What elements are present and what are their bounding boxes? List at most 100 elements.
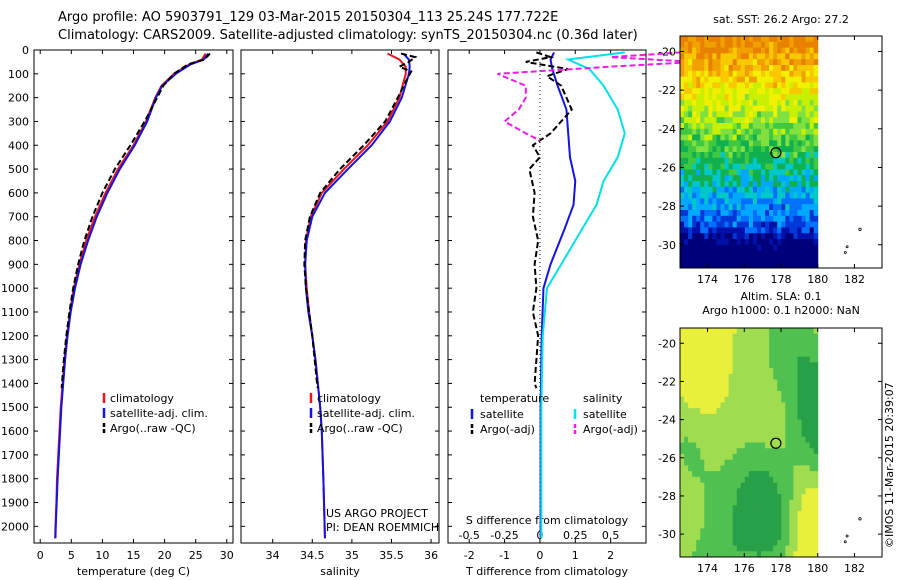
- map-cell: [680, 117, 685, 124]
- map-cell: [761, 186, 766, 194]
- map-cell: [777, 333, 782, 340]
- map-cell: [740, 215, 746, 223]
- map-cell: [704, 482, 709, 489]
- map-cell: [777, 128, 782, 136]
- map-cell: [720, 373, 726, 381]
- map-cell: [720, 362, 726, 369]
- map-cell: [813, 262, 819, 269]
- map-cell: [789, 94, 794, 101]
- map-cell: [801, 36, 807, 43]
- map-cell: [704, 390, 709, 398]
- map-cell: [744, 339, 750, 346]
- map-cell: [740, 511, 746, 518]
- map-cell: [813, 488, 819, 495]
- map-cell: [752, 362, 758, 369]
- map-cell: [696, 482, 701, 489]
- map-cell: [712, 333, 717, 340]
- map-cell: [688, 99, 693, 107]
- map-cell: [809, 94, 815, 101]
- map-cell: [688, 88, 693, 95]
- map-cell: [688, 210, 693, 217]
- map-cell: [680, 244, 685, 252]
- map-cell: [785, 146, 790, 153]
- map-cell: [704, 163, 709, 170]
- legend-label: Argo(..raw -QC): [317, 422, 403, 435]
- map-cell: [785, 128, 790, 136]
- map-cell: [797, 99, 803, 107]
- map-cell: [789, 453, 794, 461]
- map-cell: [708, 82, 713, 89]
- map-cell: [752, 476, 758, 484]
- map-cell: [773, 545, 778, 552]
- map-cell: [684, 169, 689, 176]
- map-cell: [773, 448, 778, 455]
- map-cell: [748, 181, 754, 188]
- map-cell: [684, 350, 689, 358]
- map-cell: [785, 368, 790, 375]
- map-cell: [700, 482, 705, 489]
- map-cell: [740, 408, 746, 415]
- map-cell: [752, 94, 758, 101]
- map-cell: [752, 385, 758, 392]
- map-cell: [777, 47, 782, 54]
- map-cell: [781, 152, 786, 159]
- map-cell: [704, 186, 709, 194]
- map-cell: [813, 482, 819, 489]
- map-cell: [696, 476, 701, 484]
- map-cell: [740, 41, 746, 49]
- map-cell: [801, 94, 807, 101]
- map-cell: [688, 345, 693, 352]
- map-cell: [809, 436, 815, 443]
- map-cell: [716, 140, 722, 147]
- map-cell: [688, 82, 693, 89]
- map-cell: [797, 448, 803, 455]
- map-cell: [748, 157, 754, 165]
- map-cell: [728, 244, 734, 252]
- map-cell: [805, 76, 811, 83]
- map-cell: [724, 333, 730, 340]
- map-cell: [740, 425, 746, 432]
- map-cell: [809, 528, 815, 535]
- map-cell: [793, 551, 798, 558]
- map-cell: [684, 256, 689, 263]
- map-cell: [773, 128, 778, 136]
- map-cell: [748, 528, 754, 535]
- map-cell: [809, 70, 815, 78]
- x-tick-label: -1: [499, 549, 510, 562]
- map-cell: [789, 215, 794, 223]
- map-cell: [781, 534, 786, 541]
- map-cell: [724, 511, 730, 518]
- map-cell: [773, 88, 778, 95]
- map-cell: [692, 198, 697, 205]
- map-cell: [785, 505, 790, 512]
- map-cell: [801, 140, 807, 147]
- map-cell: [732, 534, 738, 541]
- map-cell: [752, 402, 758, 409]
- map-cell: [756, 59, 762, 66]
- map-cell: [761, 215, 766, 223]
- series-line: [525, 51, 573, 389]
- map-cell: [728, 117, 734, 124]
- map-cell: [797, 425, 803, 432]
- map-cell: [688, 368, 693, 375]
- map-cell: [732, 333, 738, 340]
- map-cell: [748, 175, 754, 182]
- map-cell: [704, 413, 709, 421]
- map-cell: [765, 488, 770, 495]
- map-cell: [748, 65, 754, 72]
- map-cell: [680, 70, 685, 78]
- map-cell: [732, 482, 738, 489]
- map-cell: [752, 204, 758, 211]
- map-cell: [785, 350, 790, 358]
- map-cell: [724, 499, 730, 506]
- map-cell: [769, 210, 774, 217]
- map-cell: [765, 442, 770, 449]
- map-cell: [744, 163, 750, 170]
- map-cell: [793, 123, 798, 130]
- map-cell: [793, 408, 798, 415]
- map-cell: [724, 356, 730, 363]
- map-cell: [765, 175, 770, 182]
- legend-label: Argo(..raw -QC): [110, 422, 196, 435]
- map-cell: [769, 476, 774, 484]
- map-cell: [740, 76, 746, 83]
